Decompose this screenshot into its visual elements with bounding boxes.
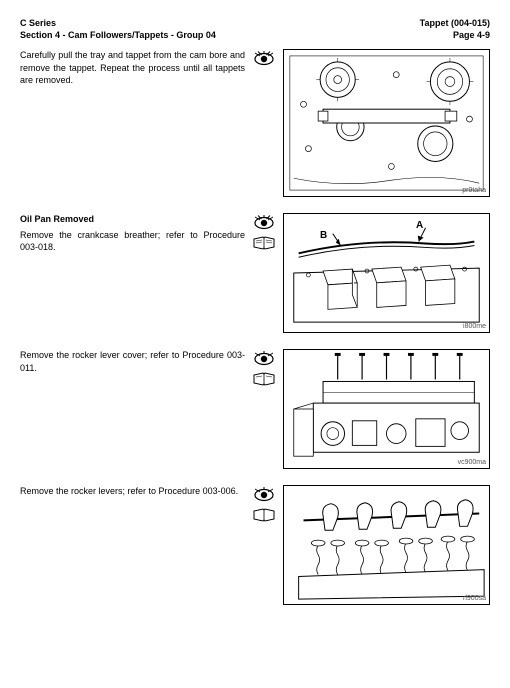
figure-1: pr9taha — [283, 49, 490, 197]
step-4: Remove the rocker levers; refer to Proce… — [20, 485, 490, 605]
figure-3-label: vc900ma — [458, 459, 486, 466]
page-header: C Series Section 4 - Cam Followers/Tappe… — [20, 18, 490, 41]
figure-1-label: pr9taha — [462, 187, 486, 194]
step-3: Remove the rocker lever cover; refer to … — [20, 349, 490, 469]
step-4-icons — [251, 487, 277, 522]
step-2-text: Oil Pan Removed Remove the crankcase bre… — [20, 213, 245, 252]
eye-icon — [254, 487, 274, 503]
step-2-icons — [251, 215, 277, 250]
book-icon — [253, 236, 275, 250]
label-b: B — [320, 230, 327, 241]
figure-2-label: i800me — [463, 323, 486, 330]
header-left: C Series Section 4 - Cam Followers/Tappe… — [20, 18, 216, 41]
section-label: Section 4 - Cam Followers/Tappets - Grou… — [20, 30, 216, 42]
eye-icon — [254, 351, 274, 367]
step-3-icons — [251, 351, 277, 386]
step-1-text: Carefully pull the tray and tappet from … — [20, 49, 245, 85]
figure-4-label: rl900sa — [463, 595, 486, 602]
step-1-body: Carefully pull the tray and tappet from … — [20, 49, 245, 85]
step-3-body: Remove the rocker lever cover; refer to … — [20, 349, 245, 373]
eye-icon — [254, 215, 274, 231]
step-2-body: Remove the crankcase breather; refer to … — [20, 229, 245, 253]
figure-2: A B i800me — [283, 213, 490, 333]
book-icon — [253, 372, 275, 386]
eye-icon — [254, 51, 274, 67]
step-1-icons — [251, 51, 277, 67]
step-4-text: Remove the rocker levers; refer to Proce… — [20, 485, 245, 497]
book-icon — [253, 508, 275, 522]
step-3-text: Remove the rocker lever cover; refer to … — [20, 349, 245, 373]
header-right: Tappet (004-015) Page 4-9 — [420, 18, 490, 41]
series-label: C Series — [20, 18, 216, 30]
label-a: A — [416, 220, 423, 231]
figure-3: vc900ma — [283, 349, 490, 469]
figure-4: rl900sa — [283, 485, 490, 605]
step-2: Oil Pan Removed Remove the crankcase bre… — [20, 213, 490, 333]
step-4-body: Remove the rocker levers; refer to Proce… — [20, 485, 245, 497]
step-1: Carefully pull the tray and tappet from … — [20, 49, 490, 197]
page-label: Page 4-9 — [420, 30, 490, 42]
tappet-label: Tappet (004-015) — [420, 18, 490, 30]
step-2-heading: Oil Pan Removed — [20, 213, 245, 225]
